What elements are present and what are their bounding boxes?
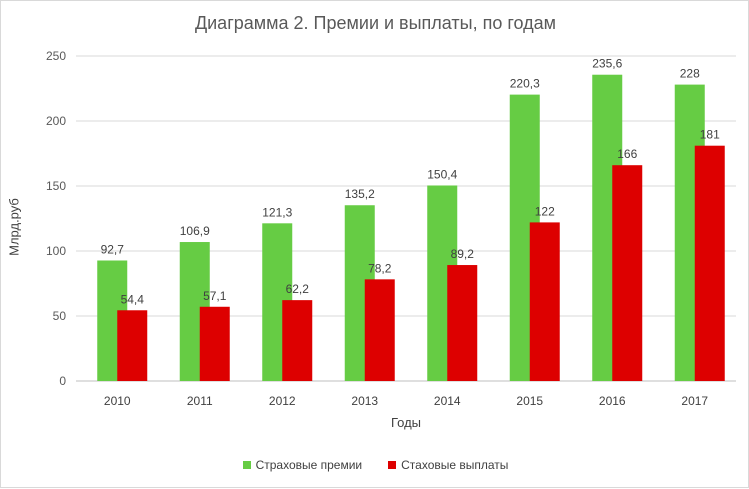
y-tick-label: 0 <box>59 374 66 388</box>
y-tick-label: 50 <box>53 309 67 323</box>
legend-item-premiums: Страховые премии <box>242 458 363 472</box>
y-tick-label: 100 <box>46 244 66 258</box>
data-label: 135,2 <box>345 187 375 201</box>
legend-label-payouts: Стаховые выплаты <box>401 458 509 472</box>
bar-payout-2016 <box>612 165 643 381</box>
x-tick-label: 2017 <box>681 394 708 408</box>
data-label: 220,3 <box>510 77 540 91</box>
data-label: 54,4 <box>121 292 145 306</box>
chart-title: Диаграмма 2. Премии и выплаты, по годам <box>194 13 557 33</box>
data-label: 57,1 <box>203 289 227 303</box>
y-tick-label: 250 <box>46 49 66 63</box>
bar-payout-2014 <box>447 265 478 381</box>
x-tick-label: 2013 <box>351 394 378 408</box>
legend-label-premiums: Страховые премии <box>255 458 363 472</box>
data-label: 235,6 <box>592 57 622 71</box>
data-label: 181 <box>700 128 720 142</box>
x-tick-label: 2015 <box>516 394 543 408</box>
data-label: 228 <box>680 67 700 81</box>
data-label: 89,2 <box>451 247 475 261</box>
legend-swatch-payouts <box>388 461 397 469</box>
data-label: 122 <box>535 204 555 218</box>
data-label: 106,9 <box>180 224 210 238</box>
legend-item-payouts: Стаховые выплаты <box>388 458 508 472</box>
x-tick-label: 2014 <box>434 394 461 408</box>
bar-payout-2011 <box>199 306 230 381</box>
data-label: 92,7 <box>101 242 125 256</box>
data-label: 121,3 <box>262 205 292 219</box>
y-tick-label: 200 <box>46 114 66 128</box>
x-tick-label: 2010 <box>104 394 131 408</box>
legend-swatch-premiums <box>242 461 251 469</box>
y-tick-label: 150 <box>46 179 66 193</box>
x-axis-label: Годы <box>390 415 422 430</box>
data-label: 62,2 <box>286 282 310 296</box>
legend: Страховые премии Стаховые выплаты <box>1 458 749 472</box>
bar-payout-2015 <box>529 222 560 381</box>
data-label: 150,4 <box>427 167 457 181</box>
x-tick-label: 2016 <box>599 394 626 408</box>
bar-payout-2013 <box>364 279 395 381</box>
data-label: 166 <box>617 147 637 161</box>
x-tick-label: 2012 <box>269 394 296 408</box>
bar-payout-2010 <box>117 310 148 381</box>
data-label: 78,2 <box>368 261 392 275</box>
bar-payout-2012 <box>282 300 313 381</box>
x-tick-label: 2011 <box>187 394 213 408</box>
bar-payout-2017 <box>694 145 725 381</box>
